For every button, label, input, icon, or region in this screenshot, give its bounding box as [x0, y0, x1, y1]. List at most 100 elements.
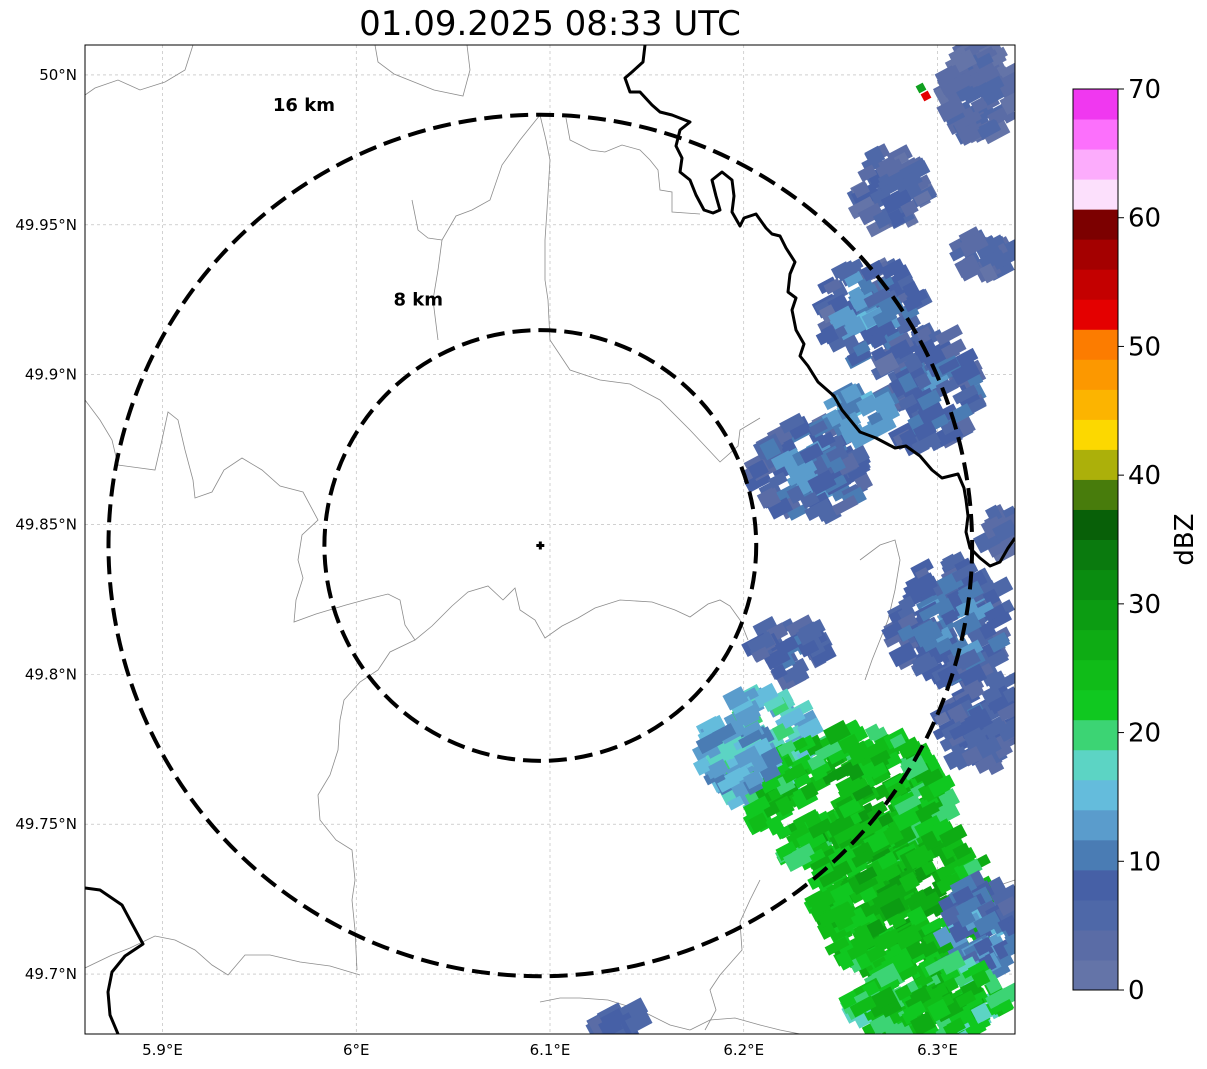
- echo-cell: [876, 275, 895, 291]
- echo-cell: [722, 686, 749, 711]
- echo-cell: [984, 504, 1003, 523]
- echo-cell: [868, 762, 889, 780]
- echo-cell: [852, 784, 874, 802]
- lon-tick-label: 6°E: [343, 1041, 370, 1059]
- echo-cell: [952, 384, 979, 405]
- echo-cell: [938, 949, 966, 975]
- echo-cell: [775, 825, 792, 840]
- echo-cell: [967, 959, 990, 979]
- echo-cell: [953, 347, 979, 369]
- echo-cell: [920, 830, 940, 852]
- echo-cell: [958, 663, 988, 690]
- echo-cell: [880, 192, 903, 214]
- border-line: [623, 45, 1015, 568]
- echo-cell: [841, 423, 866, 445]
- boundary-line: [432, 114, 541, 341]
- colorbar-segment: [1073, 359, 1118, 390]
- echo-cell: [804, 498, 833, 521]
- echo-cell: [1001, 671, 1015, 689]
- echo-cell: [997, 719, 1015, 742]
- echo-cell: [890, 825, 917, 849]
- echo-cell: [816, 431, 836, 449]
- echo-cell: [814, 740, 842, 762]
- colorbar-segment: [1073, 209, 1118, 240]
- echo-cell: [897, 605, 917, 623]
- echo-cell: [921, 662, 946, 682]
- echo-cell: [869, 846, 893, 866]
- echo-cell: [976, 899, 998, 919]
- colorbar-segment: [1073, 689, 1118, 721]
- echo-cell: [986, 611, 1013, 631]
- colorbar-tick-label: 10: [1128, 847, 1161, 877]
- echo-cell: [974, 52, 994, 70]
- echo-cell: [905, 181, 923, 200]
- boundary-line: [539, 997, 691, 1031]
- echo-cell: [747, 812, 770, 834]
- lon-tick-label: 6.1°E: [530, 1041, 571, 1059]
- echo-cell: [876, 883, 905, 909]
- echo-cell: [911, 656, 939, 677]
- lat-tick-label: 49.7°N: [25, 965, 77, 983]
- range-rings: 8 km 16 km: [106, 95, 975, 979]
- colorbar-segment: [1073, 479, 1118, 510]
- echo-cell: [1003, 936, 1015, 957]
- echo-cell: [997, 914, 1015, 932]
- echo-cell: [897, 274, 916, 291]
- echo-cell: [1000, 76, 1015, 94]
- colorbar-segment: [1073, 719, 1118, 751]
- colorbar-segment: [1073, 899, 1118, 931]
- boundary-line: [539, 114, 761, 463]
- colorbar-segment: [1073, 89, 1118, 120]
- echo-cell: [762, 488, 782, 509]
- echo-cell: [880, 258, 906, 280]
- echo-cell: [952, 49, 978, 73]
- echo-cell: [939, 823, 968, 848]
- colorbar-segment: [1073, 599, 1118, 631]
- echo-cell: [793, 773, 812, 789]
- colorbar-segment: [1073, 749, 1118, 781]
- echo-cell: [868, 330, 888, 350]
- lat-tick-label: 49.9°N: [25, 366, 77, 384]
- echo-cell: [997, 896, 1015, 917]
- lat-tick-label: 49.75°N: [15, 815, 77, 833]
- echo-cell: [742, 769, 765, 790]
- echo-cell: [863, 287, 891, 309]
- echo-cell: [921, 860, 937, 876]
- echo-cell: [829, 337, 847, 353]
- echo-cell: [775, 840, 799, 862]
- echo-cell: [982, 715, 1009, 739]
- echo-cell: [893, 924, 923, 950]
- echo-cell: [973, 910, 1003, 936]
- echo-cell: [873, 352, 900, 377]
- echo-cell: [870, 749, 891, 767]
- map-gridlines: [85, 45, 1015, 1034]
- echo-cell: [911, 651, 934, 670]
- colorbar-segment: [1073, 389, 1118, 420]
- echo-cell: [906, 906, 928, 927]
- colorbar-segment: [1073, 809, 1118, 841]
- lon-tick-label: 5.9°E: [142, 1041, 183, 1059]
- echo-cell: [767, 497, 793, 520]
- map-title: 01.09.2025 08:33 UTC: [359, 4, 741, 44]
- echo-cell: [831, 494, 859, 516]
- echo-cell: [970, 45, 993, 53]
- echo-cell: [942, 553, 959, 571]
- echo-cell: [973, 938, 992, 957]
- echo-cell: [768, 471, 788, 489]
- echo-cell: [964, 679, 985, 700]
- echo-cell: [843, 270, 864, 288]
- echo-cell: [961, 745, 983, 767]
- echo-cell: [982, 588, 1001, 607]
- border-line: [85, 886, 145, 1034]
- echo-cell: [851, 849, 874, 868]
- echo-cell: [898, 372, 918, 393]
- echo-cell: [747, 459, 769, 480]
- echo-cell: [951, 111, 974, 132]
- colorbar-segment: [1073, 179, 1118, 210]
- echo-cell: [902, 294, 923, 313]
- echo-cell: [807, 873, 826, 890]
- echo-cell: [963, 727, 986, 747]
- echo-cell: [979, 263, 999, 284]
- map-frame: [84, 44, 1016, 1035]
